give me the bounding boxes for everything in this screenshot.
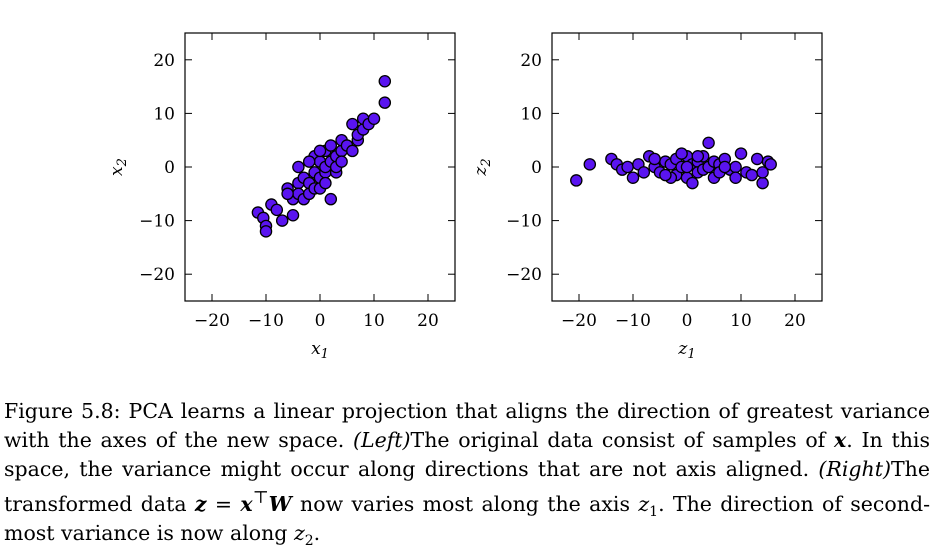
data-point — [626, 171, 640, 184]
caption-equals: = — [206, 491, 241, 516]
caption-z-symbol: z — [194, 491, 207, 516]
y-tick-label: −20 — [139, 265, 175, 285]
data-point — [275, 214, 289, 227]
x-tick-label: −10 — [248, 311, 284, 331]
x-tick-label: −20 — [194, 311, 230, 331]
right-y-axis-label: z2 — [471, 158, 494, 176]
data-point — [367, 112, 381, 126]
caption-transpose: ⊤ — [252, 488, 269, 508]
caption-text-7: . — [313, 520, 321, 545]
caption-x-symbol-2: x — [240, 491, 253, 516]
x-tick-label: 0 — [682, 311, 693, 331]
caption-z2-sub: 2 — [304, 532, 314, 549]
data-point — [346, 144, 359, 158]
caption-left-tag: (Left) — [352, 428, 411, 452]
left-points — [251, 74, 392, 238]
data-point — [675, 147, 688, 160]
caption-z1-var: z — [638, 491, 650, 516]
data-point — [734, 147, 748, 160]
figure-caption: Figure 5.8: PCA learns a linear projecti… — [4, 397, 930, 548]
caption-z1-sub: 1 — [649, 503, 659, 520]
data-point — [621, 160, 634, 174]
data-point — [750, 152, 764, 166]
caption-text-4: The transformed data — [4, 457, 930, 516]
data-point — [648, 152, 661, 166]
left-x-axis-label: x1 — [311, 339, 329, 362]
y-tick-label: 20 — [153, 51, 175, 71]
x-tick-label: 20 — [417, 311, 439, 331]
right-ticks — [552, 33, 822, 301]
caption-w-symbol: W — [268, 491, 292, 516]
left-panel: −20 −10 0 10 20 20 10 0 −10 −20 x1 x2 — [107, 32, 456, 362]
data-point — [729, 171, 742, 184]
caption-text-2: The original data consist of samples of — [410, 428, 834, 452]
data-point — [637, 166, 651, 179]
data-point — [313, 144, 327, 158]
y-tick-label: −20 — [506, 265, 542, 285]
data-point — [583, 158, 597, 171]
y-tick-label: −10 — [139, 212, 175, 232]
caption-text-3: . In this space, the variance might occu… — [4, 428, 930, 481]
data-point — [659, 168, 672, 182]
x-tick-label: 10 — [730, 311, 752, 331]
x-tick-label: 20 — [784, 311, 806, 331]
caption-right-tag: (Right) — [818, 457, 891, 481]
caption-text-1: PCA learns a linear projection that alig… — [4, 399, 931, 452]
right-x-axis-label: z1 — [677, 339, 695, 362]
caption-label: Figure 5.8: — [4, 399, 121, 423]
data-point — [702, 136, 715, 150]
data-point — [281, 187, 294, 201]
right-panel: −20 −10 0 10 20 20 10 0 −10 −20 z1 z2 — [471, 32, 823, 362]
x-tick-label: 0 — [315, 311, 326, 331]
data-point — [270, 203, 284, 217]
data-point — [319, 176, 332, 190]
data-point — [302, 155, 316, 168]
data-point — [729, 160, 742, 174]
x-tick-label: −10 — [615, 311, 651, 331]
y-tick-label: 0 — [531, 158, 542, 178]
y-tick-label: 10 — [520, 104, 542, 124]
x-tick-label: −20 — [561, 311, 597, 331]
data-point — [378, 74, 392, 88]
data-point — [570, 174, 583, 187]
data-point — [324, 192, 338, 206]
y-tick-label: −10 — [506, 212, 542, 232]
caption-text-5: now varies most along the axis — [291, 491, 639, 516]
data-point — [756, 176, 769, 190]
data-point — [756, 166, 769, 179]
data-point — [691, 150, 705, 163]
y-tick-label: 20 — [520, 51, 542, 71]
x-tick-label: 10 — [363, 311, 385, 331]
data-point — [718, 160, 732, 174]
data-point — [324, 139, 338, 152]
right-tick-labels: −20 −10 0 10 20 20 10 0 −10 −20 — [506, 51, 806, 331]
data-point — [686, 176, 699, 190]
caption-x-symbol: x — [833, 428, 847, 452]
data-point — [286, 208, 300, 222]
figure-area: −20 −10 0 10 20 20 10 0 −10 −20 x1 x2 −20 −10 0 10 20… — [107, 32, 823, 362]
data-point — [745, 168, 759, 182]
left-y-axis-label: x2 — [107, 158, 130, 176]
left-tick-labels: −20 −10 0 10 20 20 10 0 −10 −20 — [139, 51, 439, 331]
left-ticks — [185, 33, 455, 301]
right-points — [570, 136, 777, 190]
data-point — [346, 117, 359, 131]
caption-text-6: . The direction of second-most variance … — [4, 491, 930, 545]
data-point — [764, 158, 777, 171]
data-point — [335, 155, 348, 168]
data-point — [680, 160, 694, 174]
data-point — [259, 225, 273, 238]
y-tick-label: 0 — [164, 158, 175, 178]
data-point — [292, 160, 305, 174]
data-point — [378, 96, 392, 109]
caption-z2-var: z — [293, 520, 305, 545]
y-tick-label: 10 — [153, 104, 175, 124]
